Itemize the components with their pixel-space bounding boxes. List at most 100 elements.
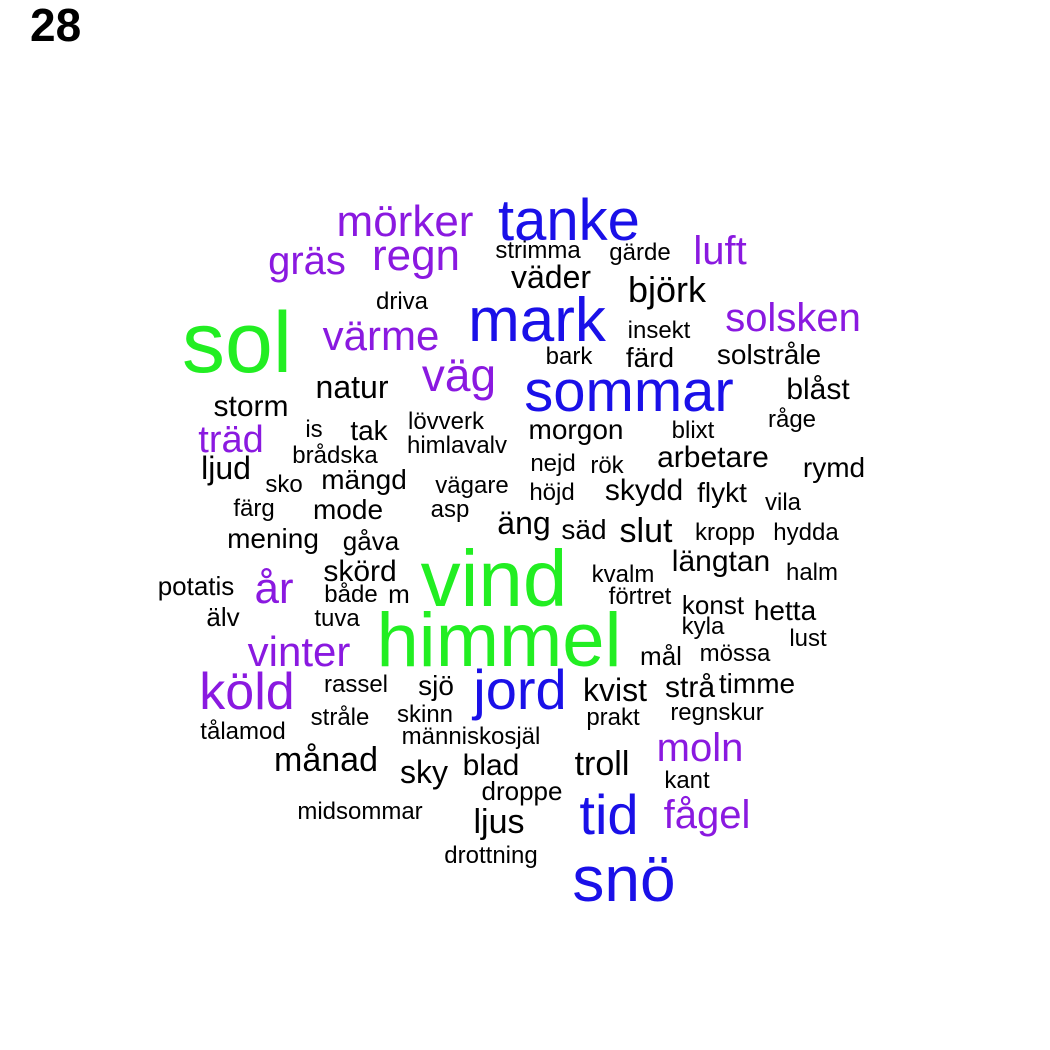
word-tuva: tuva — [314, 605, 360, 632]
word-lövverk: lövverk — [407, 408, 485, 435]
word-älv: älv — [206, 602, 240, 632]
word-kvalm: kvalm — [591, 561, 655, 588]
word-arbetare: arbetare — [657, 441, 769, 474]
word-höjd: höjd — [529, 479, 575, 506]
word-slut: slut — [619, 512, 673, 550]
word-tid: tid — [579, 783, 639, 846]
word-mängd: mängd — [321, 464, 407, 495]
word-äng: äng — [497, 505, 551, 541]
word-kyla: kyla — [681, 613, 725, 640]
word-sjö: sjö — [418, 670, 454, 701]
word-jord: jord — [473, 658, 567, 721]
word-färg: färg — [233, 495, 275, 522]
word-regnskur: regnskur — [670, 699, 764, 726]
word-gåva: gåva — [342, 526, 400, 556]
word-flykt: flykt — [697, 477, 747, 508]
word-kropp: kropp — [694, 519, 756, 546]
word-kant: kant — [664, 767, 710, 794]
word-skörd: skörd — [323, 555, 397, 588]
word-timme: timme — [718, 668, 796, 699]
word-rök: rök — [590, 452, 624, 479]
word-blad: blad — [462, 749, 520, 782]
word-björk: björk — [627, 269, 707, 310]
word-sky: sky — [400, 754, 448, 790]
word-mössa: mössa — [699, 640, 771, 667]
word-strå: strå — [664, 671, 716, 704]
word-sol: sol — [182, 295, 292, 391]
word-tak: tak — [350, 415, 388, 446]
word-vind: vind — [420, 534, 568, 623]
word-gärde: gärde — [609, 239, 671, 266]
word-hetta: hetta — [753, 595, 817, 626]
word-natur: natur — [315, 369, 389, 405]
word-snö: snö — [572, 843, 676, 915]
word-kvist: kvist — [583, 672, 647, 708]
word-luft: luft — [693, 229, 747, 273]
word-mörker: mörker — [336, 197, 474, 246]
word-förtret: förtret — [608, 583, 672, 610]
word-fågel: fågel — [663, 793, 751, 837]
word-sko: sko — [265, 471, 303, 498]
word-människosjäl: människosjäl — [401, 723, 541, 750]
word-vägare: vägare — [435, 472, 509, 499]
word-skydd: skydd — [604, 474, 684, 507]
word-himmel: himmel — [376, 598, 622, 683]
word-strimma: strimma — [495, 237, 581, 264]
word-månad: månad — [274, 741, 378, 779]
word-träd: träd — [198, 419, 264, 461]
word-blixt: blixt — [671, 417, 715, 444]
word-säd: säd — [561, 514, 607, 545]
word-nejd: nejd — [530, 450, 576, 477]
word-stråle: stråle — [310, 704, 370, 731]
page-number: 28 — [30, 0, 82, 51]
word-droppe: droppe — [481, 776, 563, 806]
word-hydda: hydda — [773, 519, 839, 546]
word-driva: driva — [375, 288, 429, 315]
word-morgon: morgon — [528, 414, 624, 445]
word-brådska: brådska — [292, 442, 378, 469]
word-väder: väder — [510, 259, 592, 295]
word-is: is — [305, 416, 323, 443]
word-halm: halm — [785, 559, 839, 586]
word-ljus: ljus — [473, 803, 525, 841]
word-sommar: sommar — [524, 359, 734, 424]
word-ljud: ljud — [201, 450, 251, 486]
word-mening: mening — [227, 523, 319, 554]
word-troll: troll — [574, 745, 630, 783]
word-tålamod: tålamod — [200, 718, 286, 745]
word-både: både — [324, 581, 378, 608]
word-bark: bark — [545, 343, 593, 370]
word-värme: värme — [322, 312, 440, 359]
word-mål: mål — [640, 641, 682, 671]
word-vinter: vinter — [247, 628, 351, 675]
word-skinn: skinn — [396, 701, 454, 728]
word-tanke: tanke — [498, 188, 640, 253]
word-färd: färd — [625, 342, 675, 373]
word-storm: storm — [213, 390, 289, 423]
word-mark: mark — [468, 286, 606, 355]
word-drottning: drottning — [444, 842, 538, 869]
word-köld: köld — [199, 663, 295, 721]
word-m: m — [388, 579, 410, 609]
word-väg: väg — [421, 349, 497, 401]
word-råge: råge — [767, 406, 817, 433]
word-längtan: längtan — [671, 545, 771, 578]
word-moln: moln — [656, 726, 744, 770]
word-år: år — [254, 564, 294, 613]
word-mode: mode — [312, 494, 384, 525]
word-blåst: blåst — [786, 373, 850, 406]
word-potatis: potatis — [157, 571, 235, 601]
word-solsken: solsken — [725, 296, 861, 340]
word-prakt: prakt — [586, 704, 640, 731]
word-midsommar: midsommar — [297, 798, 423, 825]
word-himlavalv: himlavalv — [406, 432, 508, 459]
word-regn: regn — [371, 231, 461, 280]
word-gräs: gräs — [268, 239, 346, 283]
word-rassel: rassel — [323, 671, 389, 698]
word-asp: asp — [430, 496, 470, 523]
word-solstråle: solstråle — [716, 339, 822, 370]
word-lust: lust — [789, 625, 827, 652]
word-konst: konst — [681, 590, 745, 620]
word-vila: vila — [764, 489, 802, 516]
